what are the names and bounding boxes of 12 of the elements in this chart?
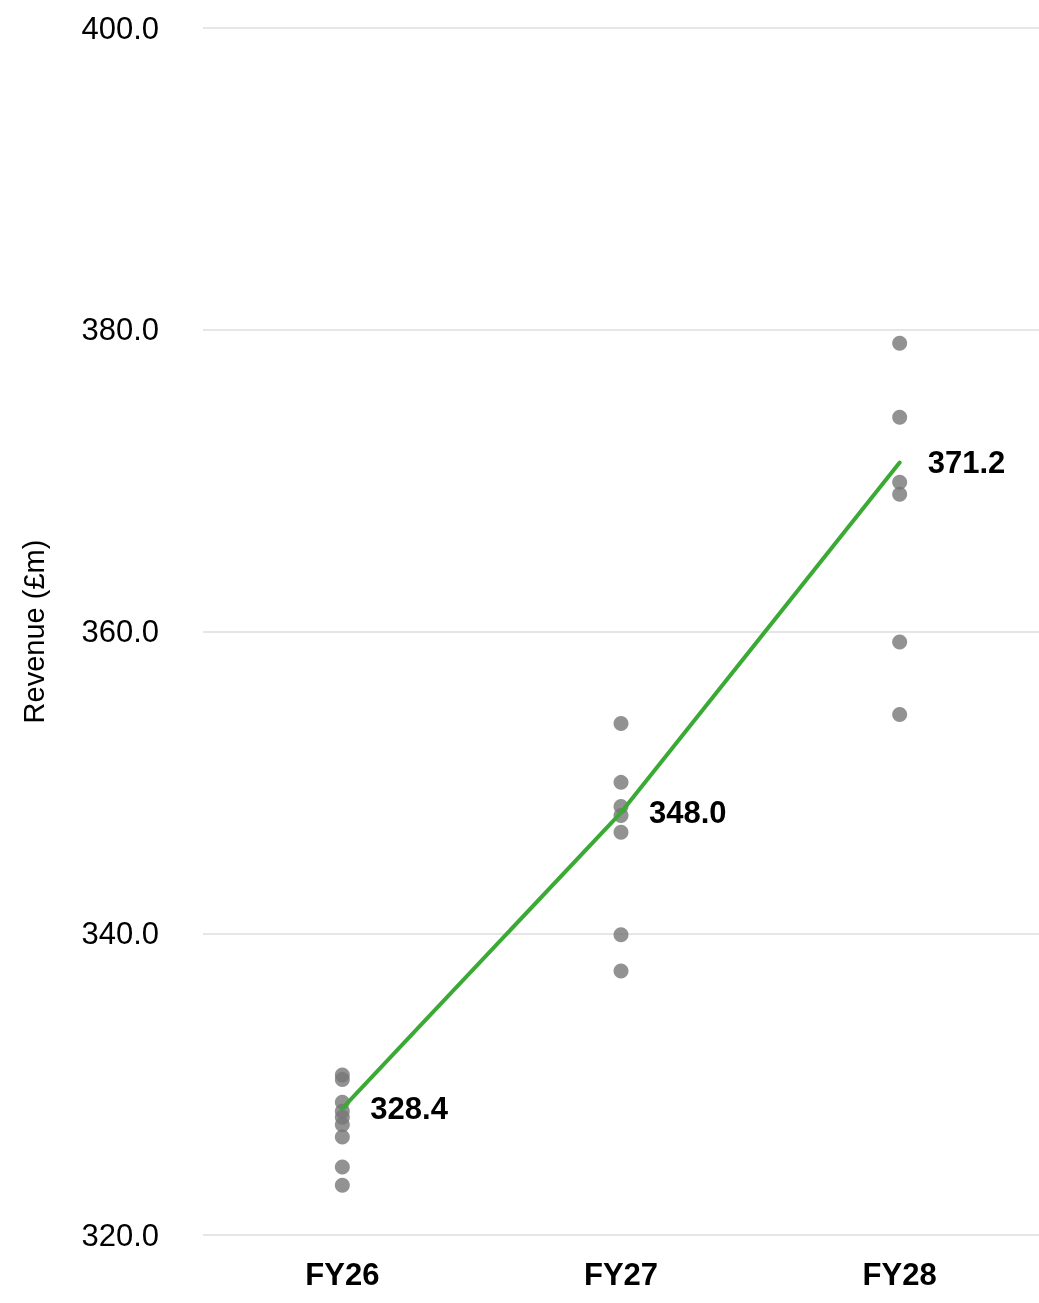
data-label: 348.0 xyxy=(649,795,727,831)
y-tick-label: 340.0 xyxy=(81,915,159,951)
x-tick-label: FY27 xyxy=(583,1257,659,1292)
y-tick-label: 320.0 xyxy=(81,1217,159,1253)
y-tick-label: 400.0 xyxy=(81,10,159,46)
data-label: 371.2 xyxy=(927,445,1006,481)
y-tick-label: 380.0 xyxy=(81,312,159,348)
x-tick-label: FY26 xyxy=(305,1257,380,1292)
data-label: 328.4 xyxy=(370,1090,449,1126)
y-tick-label: 360.0 xyxy=(81,614,159,649)
y-axis-title: Revenue (£m) xyxy=(17,539,50,724)
x-tick-label: FY28 xyxy=(862,1257,937,1292)
